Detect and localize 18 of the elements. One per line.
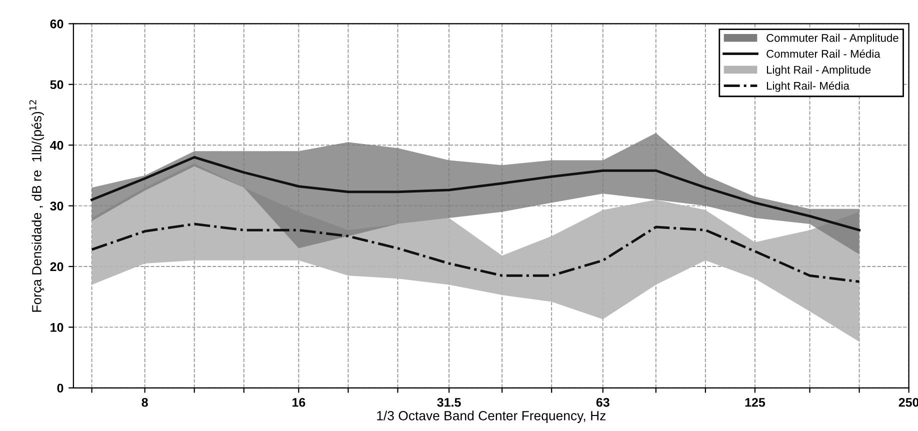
- y-tick-label: 20: [50, 262, 64, 272]
- y-tick-label: 30: [50, 202, 64, 210]
- x-tick-label: 63: [596, 398, 610, 407]
- x-tick-label: 8: [142, 398, 148, 407]
- y-tick-label: 10: [50, 323, 64, 332]
- annotation: Light Rail - Amplitude: [766, 66, 871, 76]
- legend-label: Light Rail- Média: [766, 81, 850, 92]
- y-tick-label: 50: [50, 80, 64, 90]
- y-tick-label: 0: [57, 384, 64, 393]
- x-axis-title: 1/3 Octave Band Center Frequency, Hz: [377, 410, 606, 423]
- y-axis-title: Força Densidade , dB re 1lb/(pés)$^{12}$: [29, 100, 44, 312]
- x-tick-label: 125: [745, 398, 766, 407]
- x-tick-label: 16: [292, 398, 306, 407]
- x-tick-label: 31.5: [437, 398, 461, 407]
- y-tick-label: 60: [50, 20, 64, 28]
- y-tick-label: 40: [50, 140, 64, 150]
- annotation: Commuter Rail - Amplitude: [766, 34, 898, 44]
- legend-label: Commuter Rail - Média: [766, 49, 880, 58]
